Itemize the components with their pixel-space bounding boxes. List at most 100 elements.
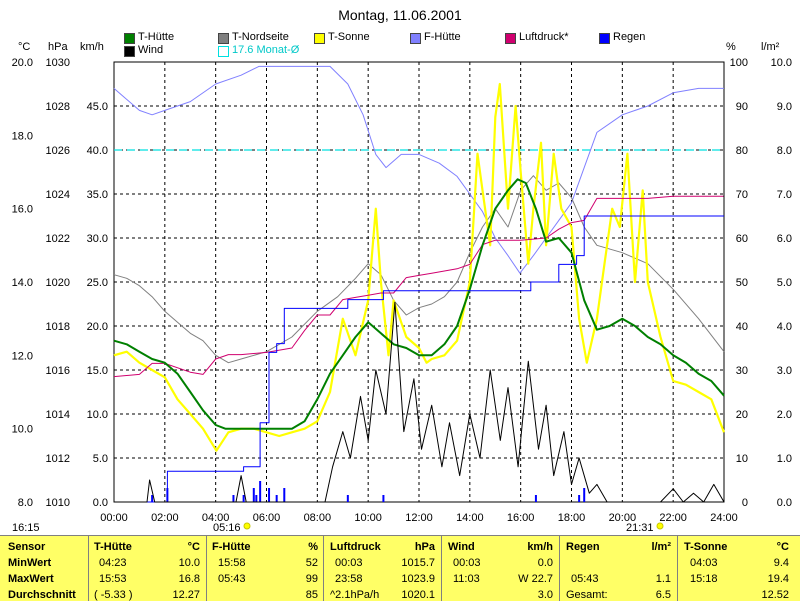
percent-tick-label: 100: [730, 57, 748, 69]
legend-swatch-luftdruck: [505, 33, 516, 44]
rain-bar: [242, 495, 245, 502]
legend-label-regen: Regen: [613, 31, 646, 43]
luftdruck-min-time: 00:03: [335, 557, 363, 569]
section-unit-t-sonne: °C: [776, 541, 789, 553]
rain-bar: [232, 495, 235, 502]
rain-bar: [534, 495, 537, 502]
x-tick-label: 14:00: [456, 512, 484, 524]
celsius-unit: °C: [18, 41, 30, 53]
celsius-tick-label: 16.0: [12, 204, 33, 216]
regen-max-value: 1.1: [655, 573, 671, 585]
hpa-tick-label: 1018: [46, 321, 70, 333]
legend-label-luftdruck: Luftdruck*: [519, 31, 569, 43]
rain-bar: [252, 488, 255, 502]
celsius-tick-label: 18.0: [12, 130, 33, 142]
hpa-tick-label: 1028: [46, 101, 70, 113]
section-unit-t-huette: °C: [187, 541, 200, 553]
kmh-tick-label: 15.0: [87, 365, 108, 377]
section-name-wind: Wind: [448, 541, 475, 553]
x-tick-label: 08:00: [304, 512, 332, 524]
luftdruck-trend: ^2.1hPa/h: [330, 589, 380, 601]
t-huette-max-value: 16.8: [178, 573, 200, 585]
legend-swatch-wind: [124, 46, 135, 57]
regen-total-label: Gesamt:: [566, 589, 608, 601]
rain-bar: [259, 481, 262, 502]
hpa-tick-label: 1022: [46, 233, 70, 245]
rain-bar: [275, 495, 278, 502]
t-huette-max-time: 15:53: [99, 573, 127, 585]
regen-max-time: 05:43: [571, 573, 599, 585]
celsius-tick-label: 14.0: [12, 277, 33, 289]
rain-tick-label: 5.0: [777, 277, 792, 289]
row-label-avg: Durchschnitt: [8, 589, 76, 601]
percent-tick-label: 10: [736, 453, 748, 465]
hpa-tick-label: 1030: [46, 57, 70, 69]
luftdruck-max-value: 1023.9: [401, 573, 435, 585]
legend-label-t-huette: T-Hütte: [138, 31, 175, 43]
hpa-unit: hPa: [48, 41, 68, 53]
sunrise-marker: [243, 522, 251, 530]
x-tick-label: 12:00: [405, 512, 433, 524]
row-label-max: MaxWert: [8, 573, 54, 585]
f-huette-max-value: 99: [305, 573, 318, 585]
legend-swatch-f-huette: [410, 33, 421, 44]
t-huette-min-value: 10.0: [178, 557, 200, 569]
series-luftdruck-line: [113, 195, 724, 378]
hpa-tick-label: 1024: [46, 189, 70, 201]
weather-chart: 00:00 02:00 04:00 06:00 08:00 10:00 12:00 14:00…: [12, 7, 792, 534]
percent-tick-label: 50: [736, 277, 748, 289]
kmh-tick-label: 10.0: [87, 409, 108, 421]
t-sonne-max-value: 19.4: [767, 573, 789, 585]
hpa-tick-label: 1020: [46, 277, 70, 289]
section-unit-wind: km/h: [527, 541, 553, 553]
x-tick-label: 16:00: [507, 512, 535, 524]
t-sonne-min-time: 04:03: [690, 557, 718, 569]
legend-label-t-nordseite: T-Nordseite: [232, 31, 289, 43]
start-time: 16:15: [12, 522, 40, 534]
hpa-tick-label: 1016: [46, 365, 70, 377]
x-tick-label: 18:00: [558, 512, 586, 524]
percent-tick-label: 20: [736, 409, 748, 421]
kmh-tick-label: 40.0: [87, 145, 108, 157]
hpa-tick-label: 1026: [46, 145, 70, 157]
rain-tick-label: 7.0: [777, 189, 792, 201]
section-unit-luftdruck: hPa: [414, 541, 435, 553]
kmh-tick-label: 25.0: [87, 277, 108, 289]
axis-labels: 00:00 02:00 04:00 06:00 08:00 10:00 12:00 14:00…: [12, 57, 792, 524]
section-name-t-huette: T-Hütte: [94, 541, 132, 553]
percent-tick-label: 70: [736, 189, 748, 201]
t-huette-min-time: 04:23: [99, 557, 127, 569]
rain-unit: l/m²: [761, 41, 780, 53]
chart-title: Montag, 11.06.2001: [338, 7, 462, 23]
kmh-tick-label: 45.0: [87, 101, 108, 113]
t-huette-avg-note: ( -5.33 ): [94, 589, 133, 601]
celsius-tick-label: 20.0: [12, 57, 33, 69]
kmh-tick-label: 5.0: [93, 453, 108, 465]
legend-swatch-t-huette: [124, 33, 135, 44]
rain-tick-label: 1.0: [777, 453, 792, 465]
series-t-nordseite-line: [113, 175, 725, 364]
kmh-tick-label: 20.0: [87, 321, 108, 333]
legend-swatch-t-nordseite: [218, 33, 229, 44]
wind-max-time: 11:03: [453, 573, 480, 585]
table-divider-1: [88, 535, 89, 601]
rain-tick-label: 9.0: [777, 101, 792, 113]
f-huette-min-value: 52: [305, 557, 318, 569]
wind-min-time: 00:03: [453, 557, 481, 569]
series-wind-line: [114, 301, 725, 503]
rain-bar: [151, 495, 154, 502]
series-regen-line: [114, 215, 724, 503]
rain-tick-label: 4.0: [777, 321, 792, 333]
row-label-sensor: Sensor: [8, 541, 46, 553]
f-huette-avg-value: 85: [305, 589, 318, 601]
rain-bar: [255, 495, 258, 502]
kmh-unit: km/h: [80, 41, 104, 53]
x-tick-label: 04:00: [202, 512, 230, 524]
t-huette-avg-value: 12.27: [172, 589, 200, 601]
percent-tick-label: 60: [736, 233, 748, 245]
rain-bar: [583, 488, 586, 502]
legend-swatch-regen: [599, 33, 610, 44]
x-tick-label: 22:00: [659, 512, 687, 524]
rain-tick-label: 2.0: [777, 409, 792, 421]
sunrise-time: 05:16: [213, 522, 241, 534]
